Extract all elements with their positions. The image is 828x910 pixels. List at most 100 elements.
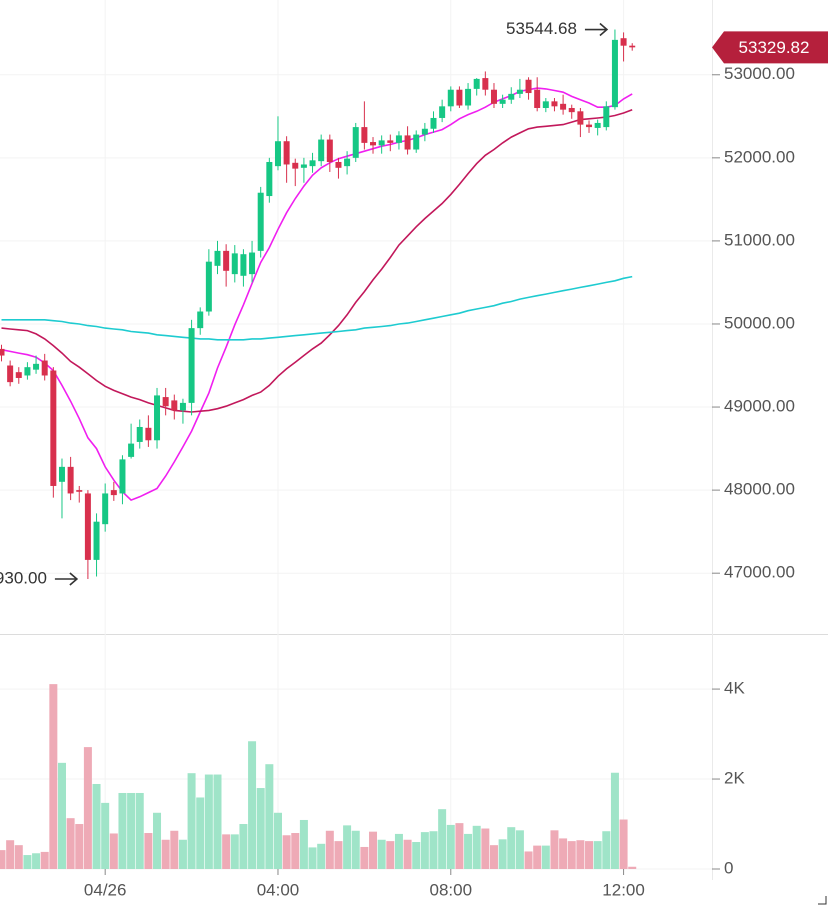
candle-body xyxy=(344,158,351,167)
candle-body xyxy=(378,140,385,146)
volume-bar xyxy=(239,824,248,869)
y-tick-label: 53000.00 xyxy=(724,64,795,83)
volume-bar xyxy=(481,828,490,869)
x-tick-label: 04/26 xyxy=(84,880,127,899)
volume-bar xyxy=(291,833,300,869)
volume-bar xyxy=(412,842,421,869)
candle-body xyxy=(456,89,463,106)
volume-bar xyxy=(144,833,153,869)
volume-bar xyxy=(369,831,378,869)
volume-bar xyxy=(49,684,58,869)
volume-bar xyxy=(153,812,162,869)
moving-average xyxy=(1,87,633,502)
y-tick-label: 50000.00 xyxy=(724,313,795,332)
volume-bar xyxy=(585,841,594,869)
volume-bar xyxy=(204,774,213,869)
candle-body xyxy=(300,164,307,168)
volume-bar xyxy=(222,834,231,869)
volume-bar xyxy=(23,855,32,869)
volume-bar xyxy=(610,772,619,869)
candle-body xyxy=(154,395,161,441)
volume-bar xyxy=(0,850,6,869)
candle-body xyxy=(15,372,22,378)
volume-bar xyxy=(256,788,265,869)
candle-body xyxy=(447,89,454,107)
candle-body xyxy=(110,490,117,496)
candle-body xyxy=(404,135,411,150)
candle-body xyxy=(594,122,601,128)
candle-body xyxy=(508,93,515,100)
volume-bar xyxy=(161,839,170,869)
volume-bar xyxy=(83,747,92,869)
candle-body xyxy=(499,99,506,104)
candle-body xyxy=(611,39,618,108)
volume-bar xyxy=(446,824,455,869)
candle-body xyxy=(7,365,14,383)
candle-body xyxy=(188,328,195,403)
last-price-label: 53329.82 xyxy=(739,38,810,57)
volume-bar xyxy=(498,839,507,869)
volume-bar xyxy=(334,841,343,869)
volume-bar xyxy=(360,846,369,869)
candle-body xyxy=(50,370,57,486)
volume-bar xyxy=(273,812,282,869)
candle-body xyxy=(145,427,152,441)
candle-body xyxy=(119,459,126,494)
candle-body xyxy=(318,139,325,162)
candle-body xyxy=(473,78,480,89)
candle-body xyxy=(395,135,402,143)
volume-bar xyxy=(472,825,481,869)
candle-body xyxy=(257,192,264,251)
candle-body xyxy=(205,261,212,312)
y-tick-label: 49000.00 xyxy=(724,397,795,416)
volume-bar xyxy=(40,851,49,869)
candle-body xyxy=(93,521,100,560)
candle-body xyxy=(33,363,40,370)
candle-body xyxy=(465,88,472,106)
candle-body xyxy=(24,367,31,376)
moving-average xyxy=(1,275,633,341)
volume-bar xyxy=(178,839,187,869)
candle-body xyxy=(102,493,109,525)
candle-body xyxy=(231,253,238,275)
candle-body xyxy=(283,141,290,165)
candle-body xyxy=(620,38,627,46)
volume-bar xyxy=(135,792,144,869)
candle-body xyxy=(370,142,377,146)
candle-body xyxy=(413,134,420,150)
volume-bar xyxy=(75,824,84,869)
volume-bar xyxy=(455,823,464,869)
grid xyxy=(0,0,712,870)
volume-bar xyxy=(628,866,637,869)
candle-body xyxy=(387,140,394,143)
candle-body xyxy=(525,79,532,94)
candle-body xyxy=(249,252,256,275)
candle-body xyxy=(171,400,178,411)
volume-bar xyxy=(559,838,568,869)
volume-bar xyxy=(394,833,403,869)
x-tick-label: 08:00 xyxy=(430,880,473,899)
candle-body xyxy=(534,89,541,108)
volume-bar xyxy=(533,845,542,869)
annotation-arrow xyxy=(584,22,609,37)
x-tick-label: 12:00 xyxy=(602,880,645,899)
candle-body xyxy=(629,45,636,48)
moving-average xyxy=(1,108,633,413)
candle-body xyxy=(482,78,489,90)
volume-bar xyxy=(343,825,352,869)
volume-bar xyxy=(541,845,550,869)
volume-bar xyxy=(213,774,222,869)
volume-bar xyxy=(92,783,101,869)
candle-body xyxy=(266,161,273,197)
annotation-label: 53544.68 xyxy=(506,19,577,38)
volume-bar xyxy=(489,845,498,869)
candle-body xyxy=(490,89,497,104)
volume-bar xyxy=(282,835,291,869)
volume-bar xyxy=(567,841,576,869)
y-tick-label: 47000.00 xyxy=(724,563,795,582)
candle-body xyxy=(136,426,143,442)
candle-body xyxy=(542,101,549,108)
candle-body xyxy=(516,89,523,94)
candle-body xyxy=(560,103,567,110)
